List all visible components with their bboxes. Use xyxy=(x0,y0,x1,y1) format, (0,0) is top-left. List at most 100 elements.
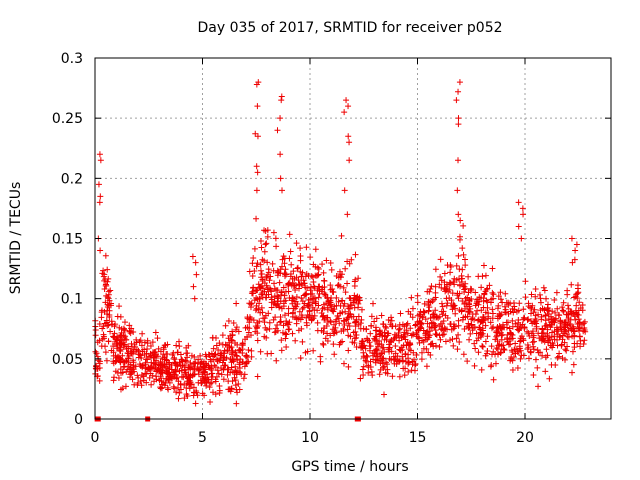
data-point xyxy=(264,227,271,234)
data-point xyxy=(98,307,105,314)
data-point xyxy=(329,307,336,314)
data-point xyxy=(137,378,144,385)
data-point xyxy=(390,356,397,363)
data-point xyxy=(532,293,539,300)
data-point xyxy=(128,370,135,377)
data-point xyxy=(333,316,340,323)
data-point xyxy=(307,254,314,261)
data-point xyxy=(482,338,489,345)
data-point xyxy=(356,297,363,304)
data-point xyxy=(496,341,503,348)
data-point xyxy=(310,295,317,302)
data-point xyxy=(297,253,304,260)
data-point xyxy=(363,352,370,359)
data-point xyxy=(233,400,240,407)
data-point xyxy=(110,333,117,340)
data-point xyxy=(480,304,487,311)
spike-point xyxy=(345,133,352,140)
data-point xyxy=(514,364,521,371)
spike-point xyxy=(568,235,575,242)
data-point xyxy=(465,273,472,280)
data-point xyxy=(490,291,497,298)
data-point xyxy=(509,317,516,324)
data-point xyxy=(365,362,372,369)
data-point xyxy=(215,370,222,377)
data-point xyxy=(355,321,362,328)
spike-point xyxy=(278,97,285,104)
data-point xyxy=(161,361,168,368)
data-point xyxy=(517,347,524,354)
y-tick-label: 0.1 xyxy=(61,292,83,308)
spike-point xyxy=(254,133,261,140)
data-point xyxy=(311,285,318,292)
spike-point xyxy=(253,187,260,194)
data-point xyxy=(475,301,482,308)
data-point xyxy=(414,299,421,306)
data-point xyxy=(405,308,412,315)
data-point xyxy=(221,354,228,361)
data-point xyxy=(136,351,143,358)
data-point xyxy=(465,289,472,296)
data-point xyxy=(296,285,303,292)
data-point xyxy=(510,309,517,316)
data-point xyxy=(187,359,194,366)
data-point xyxy=(301,280,308,287)
data-point xyxy=(278,337,285,344)
data-point xyxy=(282,288,289,295)
data-point xyxy=(186,385,193,392)
data-point xyxy=(315,265,322,272)
data-point xyxy=(96,377,103,384)
data-point xyxy=(541,307,548,314)
data-point xyxy=(273,287,280,294)
data-point xyxy=(254,319,261,326)
data-point xyxy=(213,373,220,380)
data-point xyxy=(538,316,545,323)
data-point xyxy=(229,331,236,338)
data-point xyxy=(552,361,559,368)
data-point xyxy=(145,365,152,372)
data-point xyxy=(92,326,99,333)
data-point xyxy=(493,329,500,336)
data-point xyxy=(381,391,388,398)
data-point xyxy=(412,321,419,328)
data-point xyxy=(262,241,269,248)
data-point xyxy=(287,248,294,255)
data-point xyxy=(283,331,290,338)
x-tick-label: 0 xyxy=(91,430,100,446)
data-point xyxy=(262,312,269,319)
data-point xyxy=(140,377,147,384)
data-point xyxy=(157,385,164,392)
data-point xyxy=(233,352,240,359)
data-point xyxy=(501,346,508,353)
data-point xyxy=(400,357,407,364)
data-point xyxy=(340,360,347,367)
data-point xyxy=(405,368,412,375)
data-point xyxy=(315,283,322,290)
data-point xyxy=(232,363,239,370)
data-point xyxy=(163,350,170,357)
x-axis-label: GPS time / hours xyxy=(291,459,408,475)
data-point xyxy=(467,305,474,312)
data-point xyxy=(530,343,537,350)
data-point xyxy=(289,330,296,337)
data-point xyxy=(543,346,550,353)
data-point xyxy=(147,350,154,357)
data-point xyxy=(483,286,490,293)
data-point xyxy=(250,317,257,324)
data-point xyxy=(484,298,491,305)
data-point xyxy=(113,345,120,352)
data-point xyxy=(130,348,137,355)
data-point xyxy=(570,361,577,368)
data-point xyxy=(492,336,499,343)
data-point xyxy=(377,354,384,361)
data-point xyxy=(319,305,326,312)
data-point xyxy=(353,296,360,303)
data-point xyxy=(209,370,216,377)
data-point xyxy=(478,366,485,373)
data-point xyxy=(302,291,309,298)
data-point xyxy=(130,366,137,373)
data-point xyxy=(571,313,578,320)
data-point xyxy=(254,373,261,380)
data-point xyxy=(173,362,180,369)
data-point xyxy=(405,355,412,362)
